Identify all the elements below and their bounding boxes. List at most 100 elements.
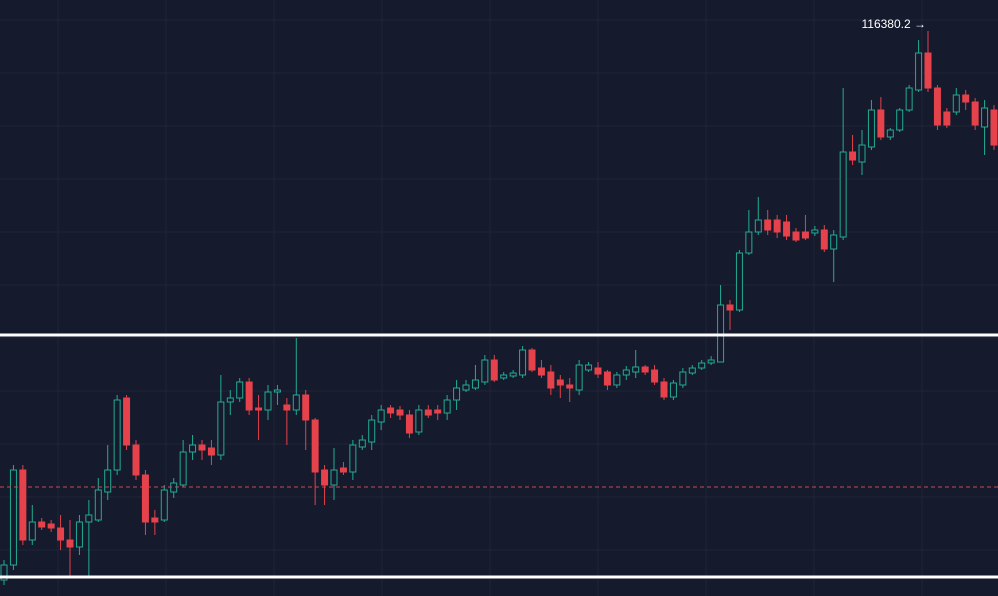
candle-body <box>368 419 376 443</box>
candle-body <box>575 364 583 391</box>
candle-body <box>0 564 8 581</box>
candle-body <box>905 87 913 111</box>
candle-body <box>283 404 291 411</box>
max-price-label: 116380.2 → <box>862 17 927 31</box>
candle-body <box>707 359 715 364</box>
candle-body <box>651 369 659 383</box>
candle-body <box>339 467 347 473</box>
candle-body <box>443 399 451 414</box>
candle-body <box>462 384 470 391</box>
candle-body <box>783 221 791 237</box>
candle-body <box>47 523 55 529</box>
candle-body <box>160 489 168 521</box>
candle-body <box>321 469 329 486</box>
candle-body <box>132 444 140 476</box>
candle-body <box>726 304 734 311</box>
candle-body <box>490 359 498 381</box>
candle-body <box>349 444 357 473</box>
candle-body <box>622 369 630 376</box>
candle-body <box>471 379 479 389</box>
candle-body <box>255 407 263 411</box>
candle-body <box>424 409 432 416</box>
candle-body <box>603 371 611 386</box>
candle-body <box>75 521 83 548</box>
candle-body <box>28 521 36 541</box>
candle-body <box>434 409 442 414</box>
candle-body <box>962 94 970 103</box>
candle-body <box>358 439 366 448</box>
candle-body <box>839 151 847 238</box>
candle-body <box>971 101 979 126</box>
candle-body <box>537 367 545 376</box>
candle-body <box>849 151 857 161</box>
candle-body <box>877 109 885 138</box>
candle-body <box>113 399 121 471</box>
candle-body <box>886 129 894 138</box>
candle-body <box>66 539 74 548</box>
candle-body <box>547 371 555 389</box>
candle-body <box>9 469 17 566</box>
candle-body <box>245 381 253 411</box>
candle-body <box>217 401 225 456</box>
candle-body <box>669 382 677 398</box>
candles <box>0 30 998 585</box>
candle-body <box>330 469 338 486</box>
candle-body <box>594 367 602 375</box>
candle-body <box>481 359 489 383</box>
candle-body <box>311 419 319 473</box>
candle-body <box>735 252 743 311</box>
candle-body <box>867 109 875 148</box>
candle-body <box>189 444 197 453</box>
candle-body <box>179 451 187 486</box>
candle-body <box>264 391 272 411</box>
candle-body <box>952 94 960 113</box>
candle-body <box>924 52 932 89</box>
candle-body <box>632 366 640 373</box>
candle-body <box>151 517 159 523</box>
candle-body <box>396 409 404 416</box>
candle-body <box>754 219 762 233</box>
candle-body <box>198 444 206 451</box>
candle-body <box>236 381 244 399</box>
candle-body <box>933 87 941 126</box>
candle-body <box>528 349 536 371</box>
candle-body <box>896 109 904 131</box>
candle-body <box>292 394 300 411</box>
candle-body <box>19 469 27 541</box>
candle-body <box>801 231 809 239</box>
candle-body <box>302 394 310 421</box>
candle-body <box>509 372 517 377</box>
candle-body <box>500 374 508 379</box>
candle-body <box>745 231 753 254</box>
candle-body <box>405 414 413 434</box>
candle-body <box>273 389 281 393</box>
candle-body <box>792 231 800 241</box>
candle-body <box>226 397 234 403</box>
candle-body <box>679 371 687 386</box>
candle-body <box>415 409 423 433</box>
candle-body <box>943 111 951 126</box>
candle-body <box>915 52 923 91</box>
candle-body <box>764 219 772 231</box>
candle-body <box>141 474 149 523</box>
candle-body <box>104 469 112 493</box>
candle-body <box>585 364 593 371</box>
candle-body <box>858 144 866 163</box>
candle-body <box>57 527 65 541</box>
candle-body <box>38 521 46 528</box>
candle-body <box>688 367 696 374</box>
candle-body <box>566 384 574 389</box>
candle-body <box>387 407 395 414</box>
candle-body <box>123 397 131 446</box>
candle-body <box>811 229 819 234</box>
candle-body <box>773 219 781 233</box>
candle-body <box>641 366 649 373</box>
candle-body <box>207 447 215 456</box>
candle-body <box>94 489 102 521</box>
candle-body <box>820 229 828 250</box>
candle-body <box>519 349 527 376</box>
candle-body <box>698 362 706 369</box>
